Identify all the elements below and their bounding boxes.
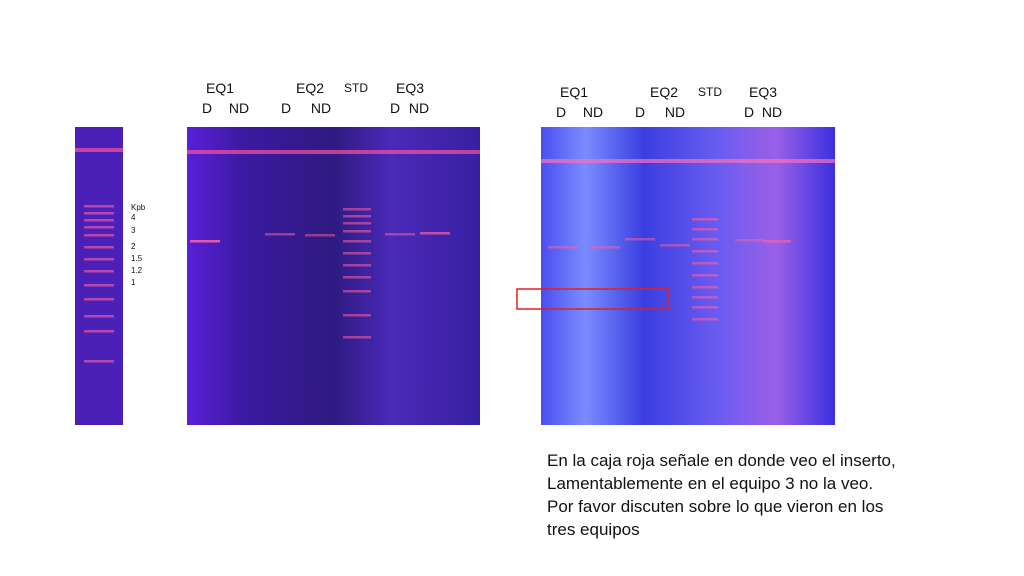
marker-label: 4 [131,213,136,222]
band [590,246,620,249]
band [305,234,335,237]
band [84,270,114,273]
band [692,250,718,253]
band [343,264,371,267]
band [692,238,718,241]
caption-line: Lamentablemente en el equipo 3 no la veo… [547,474,874,493]
lane-label: EQ2 [295,80,325,96]
lane-label: EQ3 [748,84,778,100]
band [84,205,114,208]
marker-label: 1.2 [131,266,143,275]
sample-label: D [280,100,292,116]
band [343,290,371,293]
band [692,306,718,309]
band [385,233,415,236]
band [735,239,763,242]
band [343,222,371,225]
band [548,246,578,249]
band [343,336,371,339]
lane-label: EQ1 [205,80,235,96]
lane-label: EQ2 [649,84,679,100]
sample-label: D [201,100,213,116]
band [343,208,371,211]
band [692,296,718,299]
marker-label: 1.5 [131,254,143,263]
band [692,318,718,321]
band [625,238,655,241]
band [265,233,295,236]
sample-label: D [634,104,646,120]
marker-label: Kpb [131,203,146,212]
band [190,240,220,243]
band [692,262,718,265]
caption-line: tres equipos [547,520,640,539]
caption-line: Por favor discuten sobre lo que vieron e… [547,497,884,516]
marker-label: 2 [131,242,136,251]
band [343,314,371,317]
band [343,215,371,218]
sample-label: ND [582,104,604,120]
sample-label: D [555,104,567,120]
lane-label: STD [344,81,368,95]
highlight-box [516,288,670,310]
lane-label: STD [698,85,722,99]
band [84,212,114,215]
band [343,252,371,255]
sample-label: ND [408,100,430,116]
band [692,274,718,277]
band [84,226,114,229]
band [343,230,371,233]
band [84,258,114,261]
band [84,234,114,237]
band [84,330,114,333]
band [420,232,450,235]
sample-label: ND [310,100,332,116]
band [84,315,114,318]
lane-label: EQ1 [559,84,589,100]
ladder-gel [75,127,123,425]
sample-label: ND [761,104,783,120]
sample-label: ND [228,100,250,116]
caption-line: En la caja roja señale en donde veo el i… [547,451,896,470]
gel-left [187,127,480,425]
well-line [541,159,835,163]
band [84,246,114,249]
gel-right [541,127,835,425]
band [84,360,114,363]
marker-label: 3 [131,226,136,235]
band [343,276,371,279]
band [692,218,718,221]
band [692,286,718,289]
band [763,240,791,243]
lane-label: EQ3 [395,80,425,96]
band [692,228,718,231]
sample-label: D [389,100,401,116]
marker-label: 1 [131,278,136,287]
sample-label: ND [664,104,686,120]
band [84,298,114,301]
band [84,284,114,287]
band [343,240,371,243]
band [84,219,114,222]
well-line [187,150,480,154]
band [660,244,690,247]
well-line [75,148,123,152]
sample-label: D [743,104,755,120]
bands [84,205,791,363]
